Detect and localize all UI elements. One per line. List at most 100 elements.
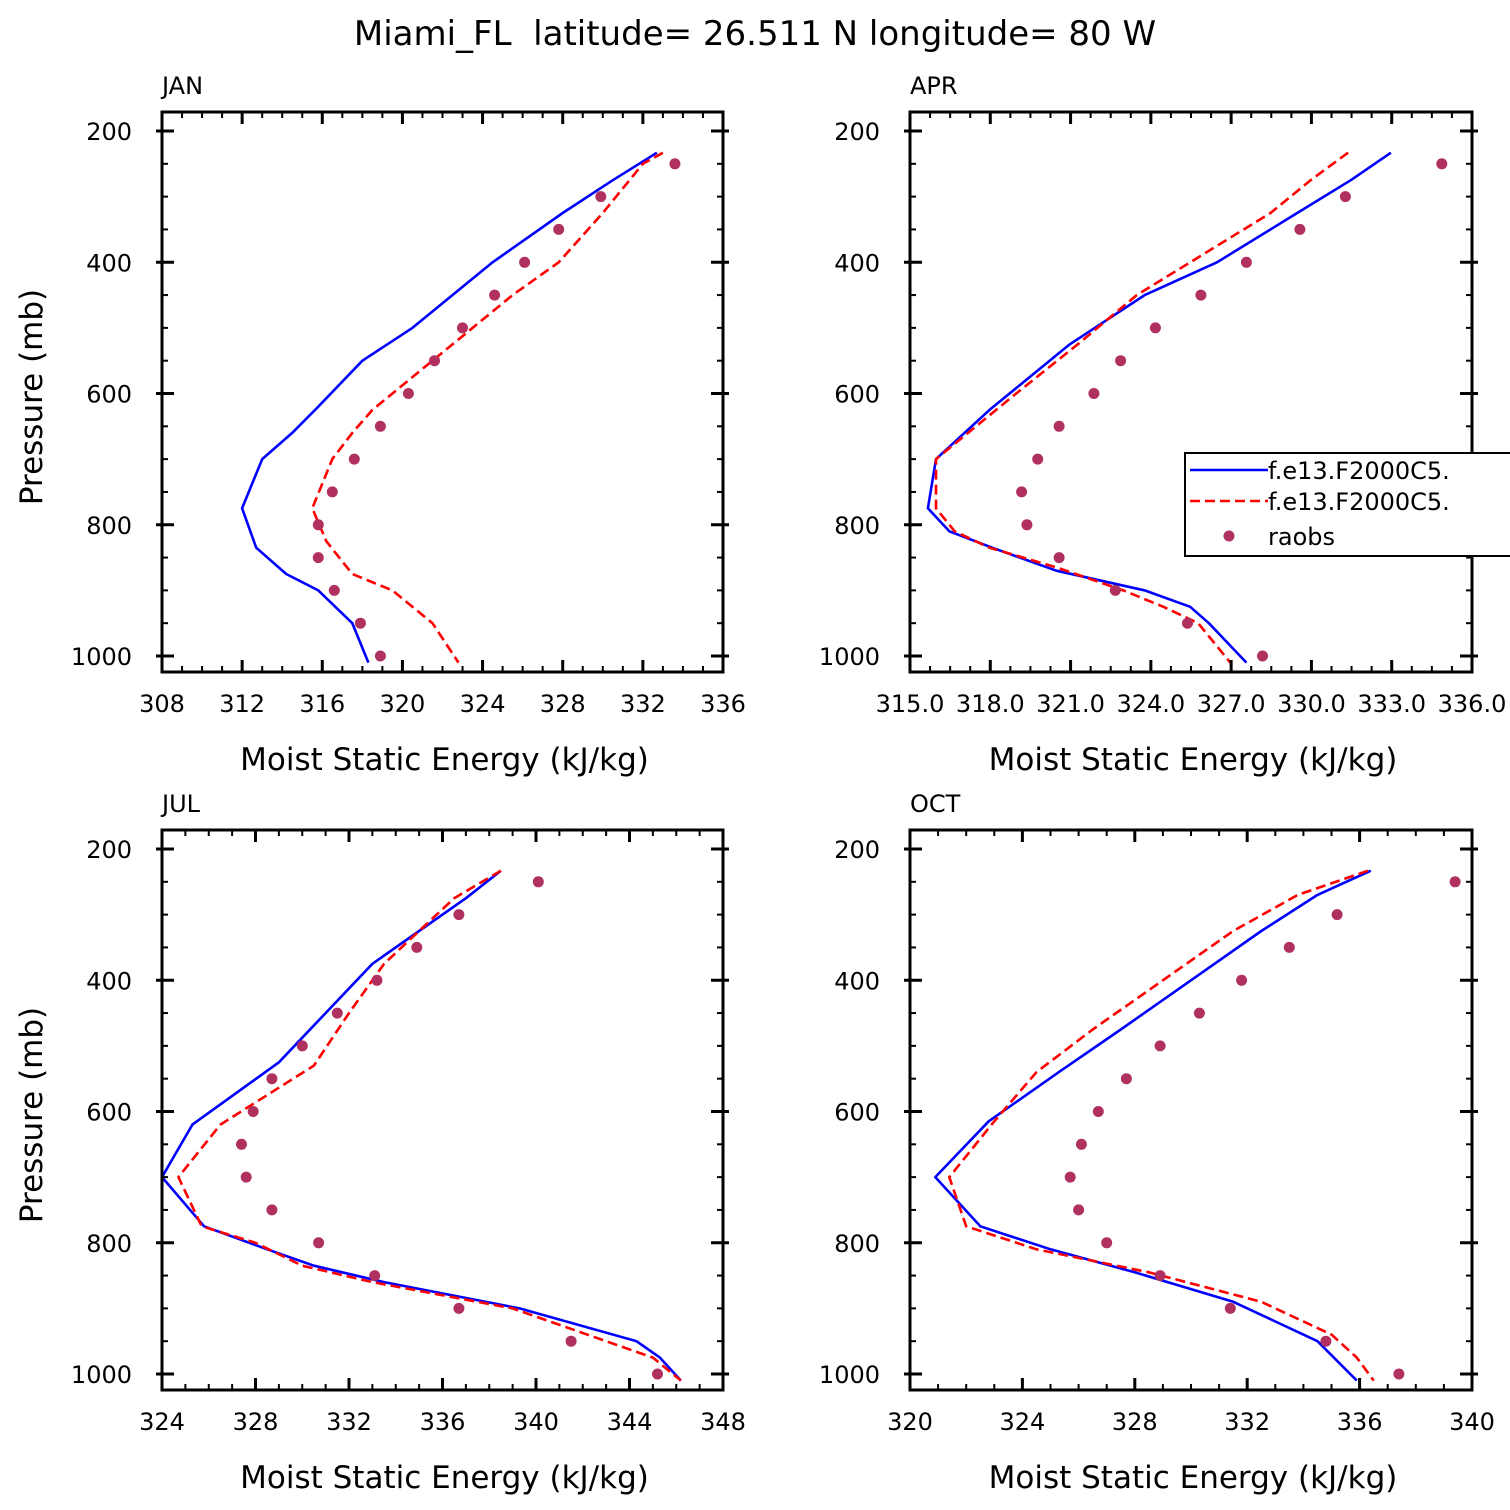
raobs-point [266,1073,278,1085]
legend-label: raobs [1268,523,1335,551]
x-axis-label: Moist Static Energy (kJ/kg) [989,742,1398,778]
raobs-point [669,158,681,170]
x-tick-label: 324.0 [1116,690,1185,718]
y-tick-label: 1000 [71,1361,132,1389]
raobs-point [1075,1138,1087,1150]
x-tick-label: 328 [1112,1408,1158,1436]
raobs-point [1016,486,1028,498]
y-tick-label: 600 [834,1099,880,1127]
y-tick-label: 800 [834,512,880,540]
x-tick-label: 332 [1224,1408,1270,1436]
raobs-point [1154,1270,1166,1282]
raobs-markers [236,876,663,1380]
panel-oct: OCT 320 324 328 332 336 340 200 400 600 800 1000 Moi… [819,790,1495,1496]
raobs-point [348,453,360,465]
x-tick-label: 344 [607,1408,653,1436]
x-tick-label: 324 [460,690,506,718]
raobs-point [1120,1073,1132,1085]
raobs-point [1109,584,1121,596]
raobs-point [1449,876,1461,888]
y-tick-label: 600 [86,381,132,409]
y-axis-label: Pressure (mb) [14,289,50,505]
raobs-point [1195,289,1207,301]
x-axis-label: Moist Static Energy (kJ/kg) [240,1460,649,1496]
raobs-point [411,941,423,953]
x-tick-label: 327.0 [1197,690,1266,718]
raobs-point [374,650,386,662]
y-tick-label: 200 [86,836,132,864]
x-tick-label: 308 [139,690,185,718]
raobs-point [1257,650,1268,662]
legend-label: f.e13.F2000C5. [1268,457,1450,485]
raobs-point [374,420,386,432]
raobs-point [1436,158,1448,170]
raobs-markers [1064,876,1461,1380]
raobs-point [1053,420,1065,432]
panel-jan: JAN 308 312 316 320 324 328 332 336 200 400 600 800 1… [14,72,746,778]
raobs-point [1154,1040,1166,1052]
y-tick-label: 600 [86,1099,132,1127]
x-tick-label: 332 [620,690,666,718]
series-line-dashed [934,151,1349,664]
y-tick-label: 400 [86,967,132,995]
raobs-point [429,355,440,367]
series-line-solid [926,151,1392,664]
series-line-dashed [310,151,664,664]
raobs-point [1149,322,1161,334]
y-tick-label: 400 [834,967,880,995]
raobs-point [532,876,544,888]
panel-title: JUL [160,790,201,818]
x-tick-label: 340 [513,1408,559,1436]
x-tick-label: 312 [219,690,265,718]
series-line-solid [162,869,682,1382]
raobs-point [326,486,338,498]
raobs-point [1064,1171,1076,1183]
x-tick-label: 336.0 [1438,690,1507,718]
x-axis-label: Moist Static Energy (kJ/kg) [240,742,649,778]
y-tick-label: 1000 [819,643,880,671]
x-tick-label: 328 [540,690,586,718]
series-line-solid [933,869,1372,1382]
raobs-point [1294,223,1306,235]
panel-title: OCT [910,790,961,818]
x-tick-label: 348 [700,1408,746,1436]
raobs-point [453,909,465,921]
raobs-point [247,1106,259,1117]
x-tick-label: 320 [380,690,426,718]
raobs-point [236,1138,247,1150]
x-tick-label: 320 [887,1408,933,1436]
y-tick-label: 1000 [71,643,132,671]
raobs-point [331,1007,343,1019]
raobs-point [313,1237,325,1249]
raobs-markers [1016,158,1448,662]
raobs-point [1224,1302,1236,1314]
y-tick-label: 400 [834,249,880,277]
legend-marker [1223,530,1235,542]
raobs-point [1115,355,1127,367]
x-tick-label: 324 [999,1408,1045,1436]
series-line-dashed [947,869,1375,1382]
raobs-point [1283,941,1295,953]
raobs-point [595,191,607,203]
plot-frame [908,828,1474,1392]
y-tick-label: 200 [834,836,880,864]
x-tick-label: 332 [326,1408,372,1436]
panel-title: APR [910,72,958,100]
raobs-point [1193,1007,1205,1019]
raobs-point [489,289,501,301]
raobs-point [1088,388,1100,399]
raobs-point [1236,974,1248,986]
x-tick-label: 336 [700,690,746,718]
panel-jul: JUL 324 328 332 336 340 344 348 200 400 600 800 1000… [14,790,746,1496]
raobs-point [519,256,531,268]
x-tick-label: 328 [233,1408,279,1436]
raobs-point [565,1335,577,1347]
y-tick-label: 600 [834,381,880,409]
x-axis-label: Moist Static Energy (kJ/kg) [989,1460,1398,1496]
series-line-dashed [177,869,682,1382]
raobs-point [1339,191,1351,203]
raobs-point [1393,1368,1405,1380]
raobs-point [1021,519,1033,531]
raobs-point [312,552,324,564]
